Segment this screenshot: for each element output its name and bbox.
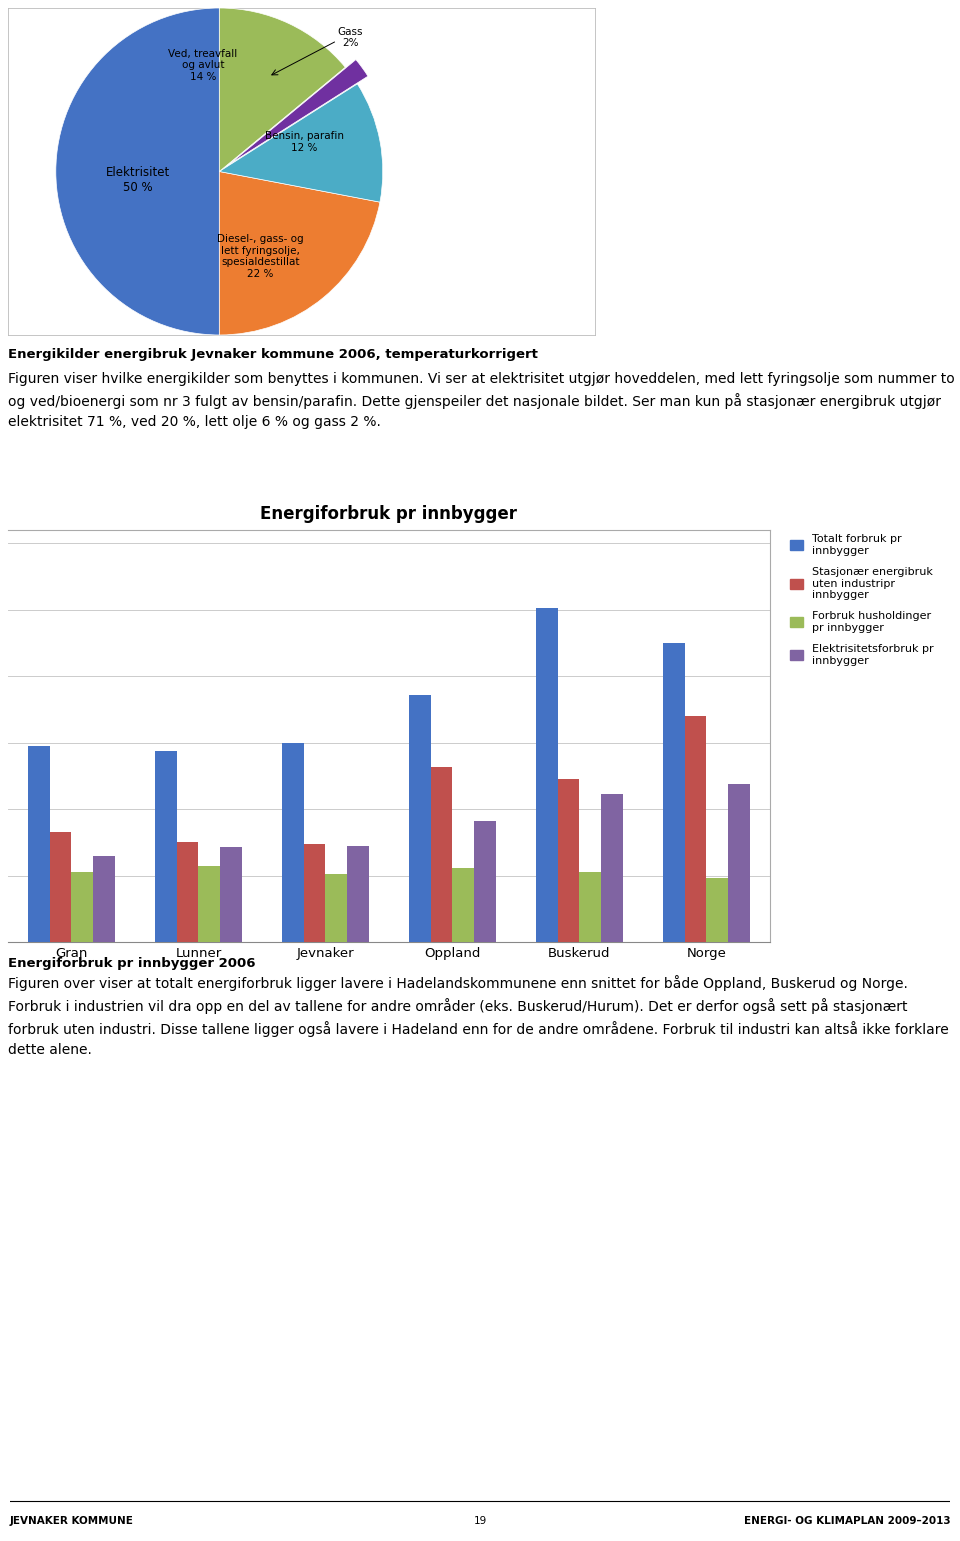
Bar (537, 607, 558, 942)
Bar (663, 643, 684, 942)
Bar (452, 868, 474, 942)
Bar (50, 832, 71, 942)
Legend: Totalt forbruk pr
innbygger, Stasjonær energibruk
uten industripr
innbygger, For: Totalt forbruk pr innbygger, Stasjonær e… (785, 530, 938, 670)
Bar (28, 746, 50, 942)
Text: ENERGI- OG KLIMAPLAN 2009–2013: ENERGI- OG KLIMAPLAN 2009–2013 (744, 1516, 950, 1527)
Bar (199, 866, 220, 942)
Text: Energikilder energibruk Jevnaker kommune 2006, temperaturkorrigert: Energikilder energibruk Jevnaker kommune… (8, 348, 538, 361)
Bar (177, 843, 199, 942)
Bar (601, 794, 623, 942)
Bar (431, 767, 452, 942)
Text: JEVNAKER KOMMUNE: JEVNAKER KOMMUNE (10, 1516, 133, 1527)
Bar (325, 874, 348, 942)
Bar (348, 846, 369, 942)
Text: Figuren viser hvilke energikilder som benyttes i kommunen. Vi ser at elektrisite: Figuren viser hvilke energikilder som be… (8, 371, 955, 428)
Bar (93, 855, 114, 942)
Text: 19: 19 (473, 1516, 487, 1527)
Bar (558, 780, 580, 942)
Bar (304, 843, 325, 942)
Bar (728, 784, 750, 942)
Title: Energiforbruk pr innbygger: Energiforbruk pr innbygger (260, 505, 517, 522)
Bar (409, 695, 431, 942)
Bar (707, 878, 728, 942)
Bar (580, 872, 601, 942)
Bar (220, 848, 242, 942)
Bar (684, 717, 707, 942)
Text: Energiforbruk pr innbygger 2006: Energiforbruk pr innbygger 2006 (8, 957, 255, 971)
Bar (282, 743, 304, 942)
Bar (71, 872, 93, 942)
Bar (156, 752, 177, 942)
Text: Figuren over viser at totalt energiforbruk ligger lavere i Hadelandskommunene en: Figuren over viser at totalt energiforbr… (8, 975, 948, 1057)
Bar (474, 821, 495, 942)
